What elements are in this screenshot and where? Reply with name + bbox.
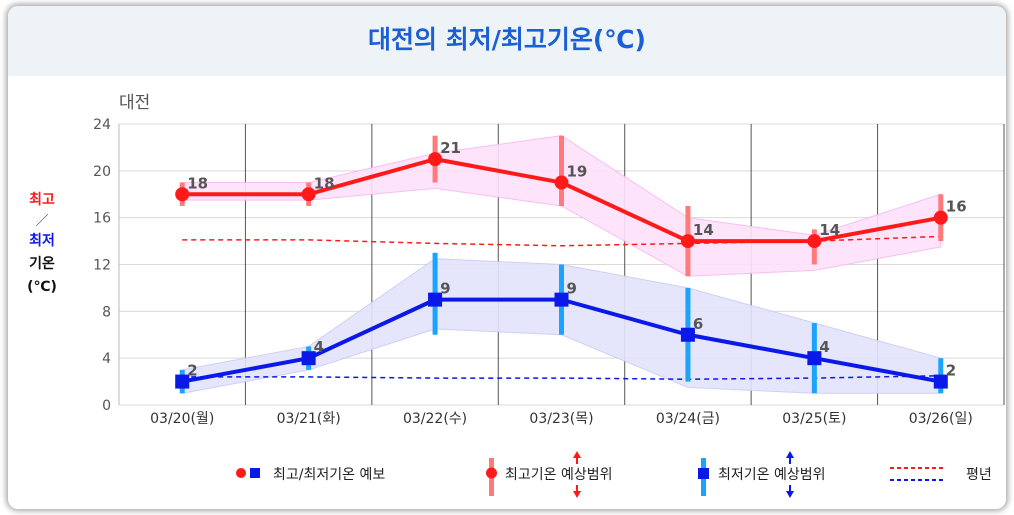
- data-label: 2: [946, 362, 956, 380]
- data-point: [807, 234, 822, 249]
- data-label: 19: [567, 163, 588, 181]
- data-label: 9: [567, 280, 577, 298]
- data-label: 21: [440, 139, 461, 157]
- region-label: 대전: [119, 93, 150, 113]
- range-bar: [559, 135, 564, 206]
- legend-min-down-arrowhead: [786, 491, 794, 498]
- y-tick-label: 12: [93, 258, 111, 274]
- data-label: 6: [693, 315, 703, 333]
- ylabel-max: 최고: [29, 192, 55, 208]
- y-tick-label: 24: [93, 117, 111, 133]
- data-point: [807, 351, 822, 366]
- data-point: [680, 327, 695, 342]
- y-tick-label: 4: [102, 351, 111, 367]
- ylabel-unit: (℃): [27, 279, 57, 295]
- data-label: 18: [314, 174, 335, 192]
- y-tick-label: 8: [102, 304, 111, 320]
- data-label: 14: [693, 221, 714, 239]
- data-point: [428, 292, 443, 307]
- data-point: [175, 187, 190, 202]
- y-tick-label: 20: [93, 164, 111, 180]
- data-label: 2: [187, 362, 197, 380]
- data-point: [175, 374, 190, 389]
- legend-max-up-arrowhead: [573, 451, 581, 458]
- chart-frame: 대전의 최저/최고기온(℃) 대전 최고 ／ 최저 기온 (℃) 0 4 8 12 16…: [8, 6, 1006, 509]
- chart-header: [8, 6, 1006, 76]
- data-label: 4: [819, 338, 829, 356]
- legend-min-range-square: [698, 468, 709, 479]
- data-label: 18: [187, 174, 208, 192]
- legend-forecast-square: [250, 468, 260, 478]
- ylabel-word: 기온: [29, 256, 55, 272]
- legend-forecast-dot: [236, 468, 246, 478]
- legend-normal-label: 평년: [966, 467, 992, 483]
- legend: 최고/최저기온 예보 최고기온 예상범위 최저기온 예상범위 평년: [236, 451, 992, 498]
- x-tick-label: 03/21(화): [277, 411, 341, 427]
- data-point: [301, 351, 316, 366]
- legend-max-range-label: 최고기온 예상범위: [505, 467, 613, 483]
- legend-max-down-arrowhead: [573, 491, 581, 498]
- y-tick-label: 0: [102, 398, 111, 414]
- data-label: 14: [819, 221, 840, 239]
- x-tick-label: 03/24(금): [656, 411, 720, 427]
- data-label: 16: [946, 198, 967, 216]
- data-point: [554, 292, 569, 307]
- chart-title: 대전의 최저/최고기온(℃): [368, 25, 646, 54]
- x-tick-label: 03/25(토): [782, 411, 846, 427]
- data-point: [933, 210, 948, 225]
- legend-forecast-label: 최고/최저기온 예보: [273, 467, 385, 483]
- data-point: [680, 234, 695, 249]
- data-label: 9: [440, 280, 450, 298]
- data-label: 4: [314, 338, 324, 356]
- data-point: [301, 187, 316, 202]
- legend-min-range-label: 최저기온 예상범위: [718, 467, 826, 483]
- x-tick-label: 03/26(일): [909, 411, 973, 427]
- ylabel-min: 최저: [29, 233, 55, 249]
- ylabel-sep: ／: [35, 214, 48, 229]
- y-tick-label: 16: [93, 211, 111, 227]
- data-point: [428, 152, 443, 167]
- x-tick-label: 03/20(월): [150, 411, 214, 427]
- legend-min-up-arrowhead: [786, 451, 794, 458]
- data-point: [554, 175, 569, 190]
- legend-max-range-dot: [486, 467, 497, 479]
- x-tick-label: 03/22(수): [403, 411, 467, 427]
- data-point: [933, 374, 948, 389]
- x-tick-label: 03/23(목): [529, 411, 593, 427]
